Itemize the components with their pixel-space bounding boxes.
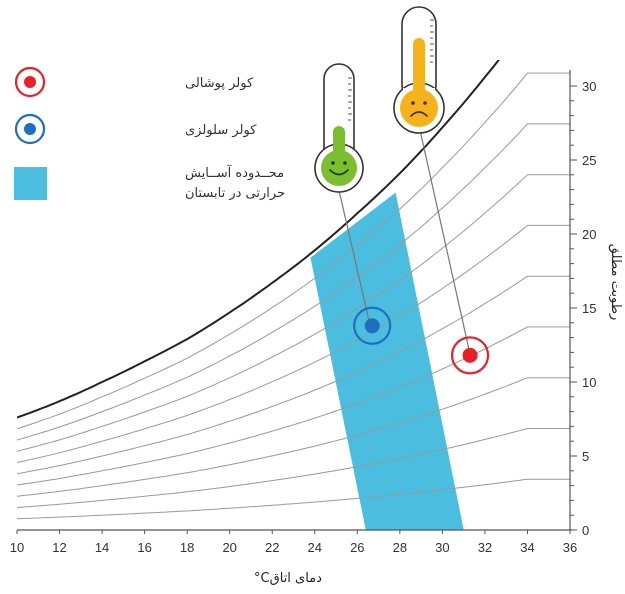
x-tick-label: 12 (52, 540, 66, 555)
humidity-line (17, 478, 570, 520)
data-point-dot (462, 347, 478, 363)
y-tick-label: 25 (582, 153, 596, 168)
svg-text:کولر پوشالی: کولر پوشالی (185, 76, 254, 91)
x-tick-label: 10 (10, 540, 24, 555)
sad-thermometer-leader (419, 129, 471, 355)
humidity-line (17, 224, 570, 463)
x-tick-label: 30 (435, 540, 449, 555)
x-tick-label: 20 (222, 540, 236, 555)
data-point (353, 306, 392, 345)
svg-text:حرارتی در تابستان: حرارتی در تابستان (185, 186, 285, 201)
humidity-line (17, 123, 570, 441)
y-tick-label: 20 (582, 227, 596, 242)
y-tick-label: 5 (582, 449, 589, 464)
y-tick-label: 10 (582, 375, 596, 390)
x-tick-label: 22 (265, 540, 279, 555)
x-tick-label: 18 (180, 540, 194, 555)
x-axis-ticks: 10 12 14 16 18 20 22 24 26 28 30 32 34 36 (10, 530, 577, 555)
x-tick-label: 32 (478, 540, 492, 555)
happy-thermometer-leader (337, 185, 371, 326)
x-tick-label: 16 (137, 540, 151, 555)
y-tick-label: 0 (582, 523, 589, 538)
x-tick-label: 34 (520, 540, 534, 555)
data-points (353, 306, 490, 375)
legend: کولر پوشالی کولر سلولزی محــدوده آســایش… (14, 66, 285, 201)
x-tick-label: 24 (308, 540, 322, 555)
comfort-zone-band (310, 192, 464, 530)
legend-item-comfort-zone: محــدوده آســایش حرارتی در تابستان (14, 164, 285, 201)
relative-humidity-lines (17, 72, 570, 520)
humidity-line (17, 326, 570, 486)
humidity-line (17, 377, 570, 497)
svg-text:محــدوده آســایش: محــدوده آســایش (185, 164, 284, 181)
humidity-line (17, 275, 570, 475)
y-tick-label: 15 (582, 301, 596, 316)
data-point-dot (364, 318, 380, 334)
legend-item-cellulose-cooler: کولر سلولزی (14, 113, 257, 145)
data-point-ring (450, 336, 490, 375)
humidity-line (17, 72, 570, 430)
y-tick-label: 30 (582, 79, 596, 94)
x-tick-label: 36 (563, 540, 577, 555)
x-tick-label: 14 (95, 540, 109, 555)
data-point-ring (353, 306, 392, 345)
y-axis-ticks: 0 5 10 15 20 25 30 (570, 79, 596, 538)
humidity-line (17, 174, 570, 452)
sad-thermometer-icon (393, 6, 445, 134)
happy-thermometer-icon (314, 63, 364, 193)
x-tick-label: 28 (393, 540, 407, 555)
data-point (450, 336, 490, 375)
humidity-line (17, 428, 570, 508)
x-tick-label: 26 (350, 540, 364, 555)
y-axis-label: رطوبت مطلق (608, 244, 623, 321)
saturation-curve (17, 60, 501, 419)
x-axis-label: °Cدمای اتاق (254, 571, 322, 586)
svg-text:کولر سلولزی: کولر سلولزی (185, 123, 257, 138)
legend-item-evaporative-cooler: کولر پوشالی (14, 66, 254, 98)
